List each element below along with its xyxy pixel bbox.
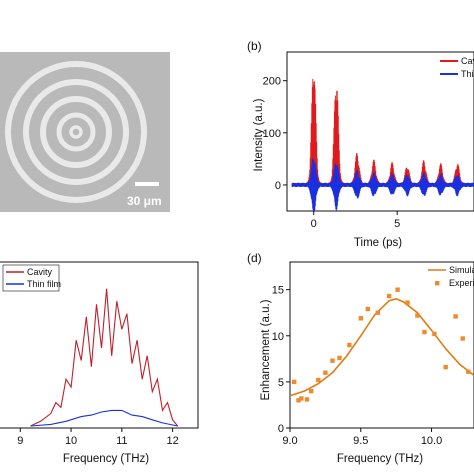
d-experiment-point <box>299 396 304 401</box>
c-x-axis-label: Frequency (THz) <box>63 453 149 465</box>
panel-label-b: (b) <box>247 39 262 53</box>
d-plot: 0 5 10 15 9.0 9.5 10.0 Simula Experim <box>272 261 474 447</box>
c-x-tick-label: 10 <box>65 435 77 447</box>
c-legend-label: Thin film <box>27 279 61 289</box>
d-experiment-point <box>304 397 310 402</box>
b-y-tick-label: 200 <box>263 76 281 88</box>
b-y-tick-label: 0 <box>275 180 281 192</box>
d-experiment-point <box>358 316 363 321</box>
d-experiment-point <box>443 364 448 370</box>
d-experiment-point <box>432 331 437 337</box>
c-legend-label: Cavity <box>27 267 53 277</box>
b-legend-label: Cavi <box>461 56 474 66</box>
b-x-tick-label: 5 <box>394 218 400 230</box>
d-experiment-point <box>395 287 400 292</box>
ring-5 <box>5 61 147 203</box>
b-x-axis-label: Time (ps) <box>354 237 402 249</box>
scale-bar <box>135 182 159 186</box>
d-legend-label: Simula <box>449 265 474 275</box>
c-legend-box <box>2 264 60 292</box>
ring-4 <box>23 79 129 185</box>
d-experiment-point <box>316 377 321 383</box>
d-experiment-point <box>347 342 352 348</box>
d-x-tick-label: 10.0 <box>421 435 442 447</box>
scale-label: 30 μm <box>127 194 162 208</box>
b-plot: 0 100 200 0 5 Cavi Thin <box>263 51 474 230</box>
d-y-tick-label: 0 <box>278 423 284 435</box>
d-experiment-point <box>296 398 301 403</box>
c-x-tick-label: 9 <box>17 435 23 447</box>
panel-c: Frequency (THz) 9 10 11 12 Cavity Thin film <box>0 261 199 465</box>
b-series-line-Thin <box>291 157 474 211</box>
c-x-tick-label: 12 <box>166 435 178 447</box>
d-y-tick-label: 15 <box>272 285 284 297</box>
d-legend-swatch <box>435 281 440 286</box>
d-experiment-point <box>365 306 370 312</box>
d-y-tick-label: 5 <box>278 377 284 389</box>
d-experiment-point <box>330 358 335 363</box>
d-experiment-point <box>405 300 410 305</box>
b-legend-label: Thin <box>461 69 474 79</box>
c-plot-frame <box>0 261 199 429</box>
d-y-axis-label: Enhancement (a.u.) <box>260 299 272 400</box>
d-experiment-point <box>386 293 392 299</box>
d-experiment-point <box>453 314 458 319</box>
c-series-line-Thin-film <box>30 409 178 427</box>
panel-b: (b) Intensity (a.u.) Time (ps) 0 100 200 0 5… <box>247 39 474 249</box>
d-experiment-point <box>422 329 427 335</box>
d-experiment-point <box>309 388 314 394</box>
d-experiment-point <box>466 369 471 374</box>
d-plot-frame <box>289 261 474 429</box>
d-experiment-point <box>323 370 328 375</box>
d-x-tick-label: 9.5 <box>353 435 368 447</box>
d-experiment-point <box>415 313 420 318</box>
c-series-line-Cavity <box>30 288 179 427</box>
c-x-tick-label: 11 <box>116 435 127 447</box>
d-experiment-point <box>292 379 297 385</box>
d-experiment-point <box>460 336 465 341</box>
d-x-tick-label: 9.0 <box>282 435 297 447</box>
d-experiment-point <box>337 355 342 361</box>
b-plot-frame <box>286 51 474 212</box>
b-y-axis-label: Intensity (a.u.) <box>253 98 265 171</box>
d-legend-label: Experim <box>449 278 474 288</box>
d-x-axis-label: Frequency (THz) <box>337 453 423 465</box>
d-experiment-point <box>375 310 380 315</box>
c-plot: 9 10 11 12 Cavity Thin film <box>0 261 199 447</box>
panel-a-micrograph: 30 μm <box>0 52 170 212</box>
ring-1 <box>69 125 83 139</box>
panel-d: (d) Enhancement (a.u.) Frequency (THz) 0… <box>247 251 474 465</box>
b-y-tick-label: 100 <box>263 128 281 140</box>
ring-3 <box>40 96 112 168</box>
d-y-tick-label: 10 <box>272 331 284 343</box>
panel-label-d: (d) <box>247 251 262 265</box>
ring-2 <box>56 112 96 152</box>
d-simulation-line <box>289 298 474 397</box>
b-series-line-Cavi <box>291 78 474 211</box>
b-x-tick-label: 0 <box>311 218 317 230</box>
